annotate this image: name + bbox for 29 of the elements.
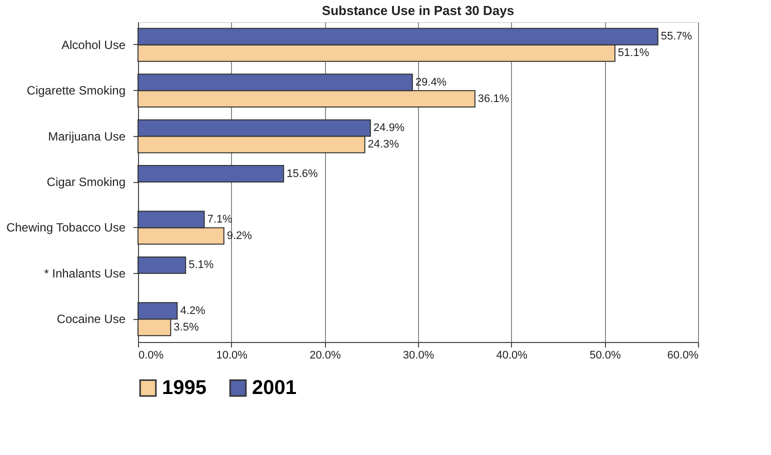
data-label: 5.1% xyxy=(188,259,214,272)
data-label: 4.2% xyxy=(180,304,206,317)
data-label: 7.1% xyxy=(207,213,233,226)
y-tick-label: Cigar Smoking xyxy=(46,175,126,189)
y-tick-label: Cocaine Use xyxy=(56,312,126,326)
y-tick-label: Marijuana Use xyxy=(48,129,126,144)
data-label: 24.3% xyxy=(368,138,400,151)
x-tick-label: 40.0% xyxy=(496,350,528,362)
x-tick-label: 20.0% xyxy=(310,350,341,362)
y-tick-label: Cigarette Smoking xyxy=(26,84,126,98)
data-label: 24.9% xyxy=(373,122,405,134)
data-label: 9.2% xyxy=(226,230,252,242)
chart-title: Substance Use in Past 30 Days xyxy=(322,3,514,18)
x-tick-label: 30.0% xyxy=(402,350,434,362)
data-label: 3.5% xyxy=(174,321,199,334)
y-tick-label: Chewing Tobacco Use xyxy=(6,220,126,235)
y-tick-label: * Inhalants Use xyxy=(44,266,126,280)
data-label: 29.4% xyxy=(415,76,447,88)
legend-label: 1995 xyxy=(162,377,206,400)
data-label: 55.7% xyxy=(660,30,692,43)
data-label: 51.1% xyxy=(618,47,650,60)
x-tick-label: 0.0% xyxy=(138,350,164,362)
data-label: 15.6% xyxy=(286,168,318,180)
y-tick-label: Alcohol Use xyxy=(61,38,126,52)
data-label: 36.1% xyxy=(478,92,510,105)
x-tick-label: 10.0% xyxy=(216,350,248,362)
x-tick-label: 60.0% xyxy=(667,350,699,362)
x-tick-label: 50.0% xyxy=(590,350,621,362)
legend-label: 2001 xyxy=(252,377,296,400)
